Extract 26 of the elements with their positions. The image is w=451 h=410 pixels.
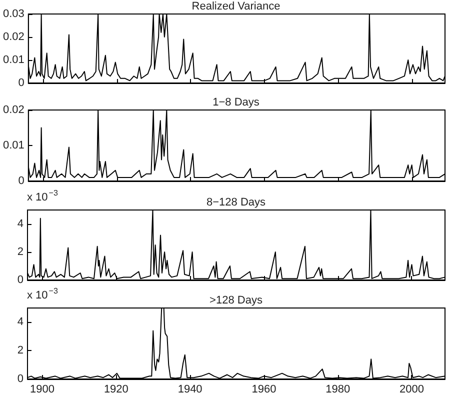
chart-title: >128 Days: [210, 294, 263, 306]
chart-title: 1−8 Days: [212, 96, 260, 108]
y-tick-label: 2: [17, 344, 24, 357]
x-tick-label: 1900: [30, 384, 55, 396]
line-series: [28, 110, 446, 178]
x-tick-label: 1980: [326, 384, 350, 396]
chart-title: 8−128 Days: [206, 196, 266, 208]
y-tick-label: 2: [17, 246, 24, 258]
x-tick-label: 1940: [178, 384, 202, 396]
line-series: [27, 210, 446, 280]
x-tick-label: 1920: [104, 384, 128, 396]
y-tick-label: 0.01: [2, 54, 24, 66]
y-tick-label: 0.02: [2, 104, 24, 116]
y-tick-label: 0.03: [2, 8, 24, 20]
y-tick-label: 4: [17, 218, 24, 230]
x-tick-label: 2000: [400, 384, 424, 396]
y-tick-label: 0: [17, 274, 24, 286]
y-tick-label: 0: [17, 373, 24, 385]
y-tick-label: 0.02: [2, 31, 24, 43]
chart-title: Realized Variance: [192, 0, 280, 12]
y-tick-label: 0: [18, 77, 24, 89]
y-tick-label: 0.01: [2, 140, 24, 152]
y-tick-label: 0: [18, 175, 24, 187]
line-series: [28, 14, 446, 82]
x-tick-label: 1960: [252, 384, 276, 396]
y-tick-label: 4: [17, 316, 24, 328]
